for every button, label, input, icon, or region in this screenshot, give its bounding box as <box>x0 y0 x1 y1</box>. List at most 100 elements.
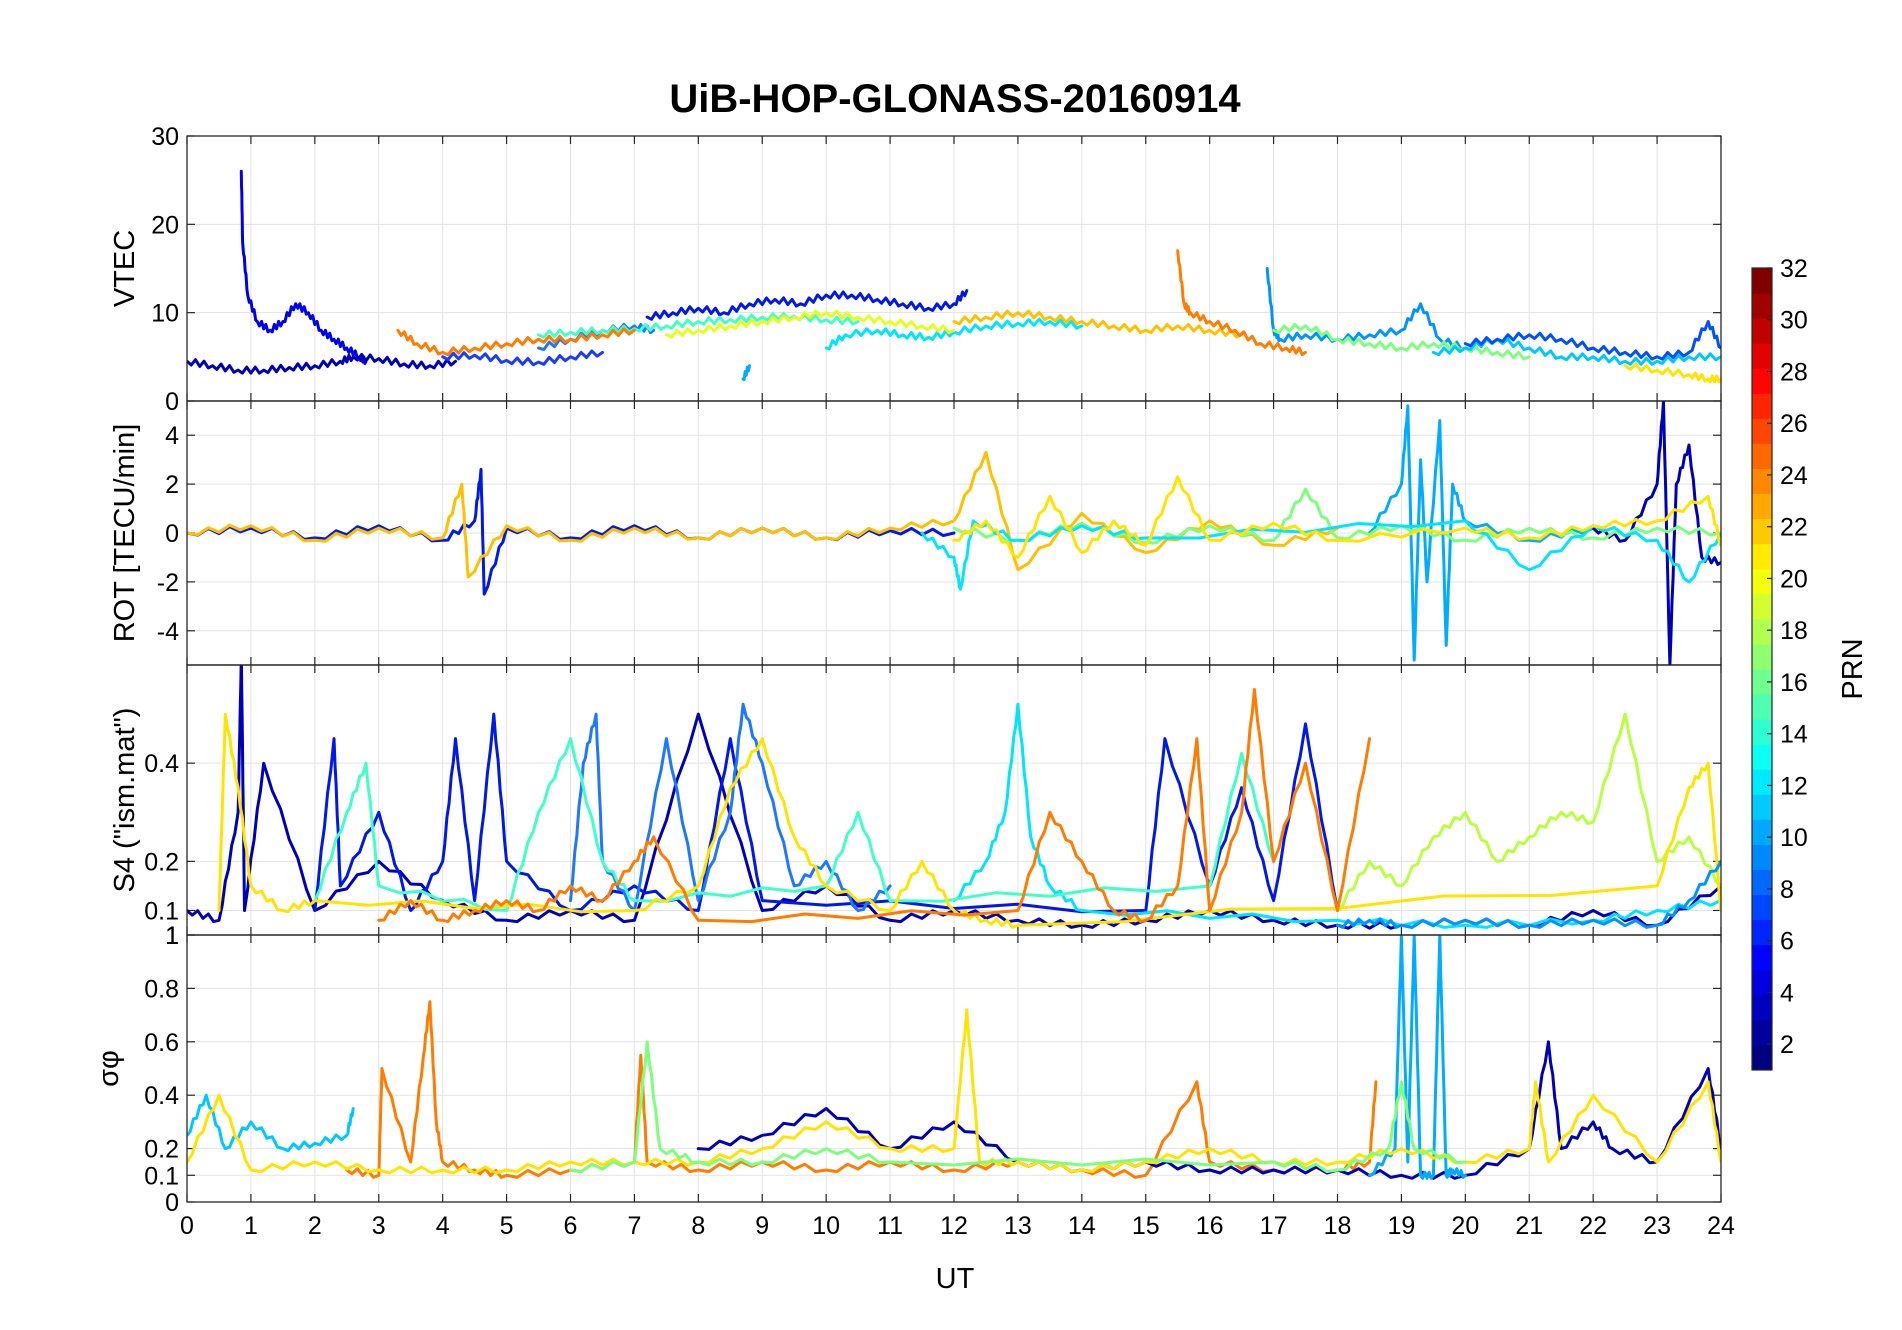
colorbar-tick-label: 12 <box>1780 772 1808 800</box>
series-prn-20 <box>952 475 1721 559</box>
series-prn-13 <box>1431 337 1721 366</box>
colorbar-label: PRN <box>1837 638 1869 699</box>
colorbar-segment <box>1752 368 1772 394</box>
y-axis-label: VTEC <box>109 230 141 307</box>
colorbar-segment <box>1752 769 1772 795</box>
colorbar-tick-label: 30 <box>1780 307 1808 335</box>
colorbar-segment <box>1752 919 1772 946</box>
series-prn-24 <box>396 327 636 357</box>
y-tick-label: 30 <box>151 123 179 151</box>
series-prn-24 <box>345 1000 1378 1179</box>
colorbar-segment <box>1752 393 1772 419</box>
panel-sigma_phi: 00.10.2 0.4 0.6 0.8 1 σφ <box>93 922 1722 1217</box>
y-tick-label: 20 <box>151 211 179 239</box>
traces-vtec <box>187 169 1721 384</box>
y-tick-label: 2 <box>165 471 179 499</box>
x-tick-label: 12 <box>940 1212 968 1240</box>
series-prn-13 <box>187 1093 355 1153</box>
colorbar-segment <box>1752 794 1772 820</box>
colorbar-segment <box>1752 593 1772 620</box>
x-tick-label: 10 <box>812 1212 840 1240</box>
x-tick-label: 8 <box>691 1212 705 1240</box>
y-tick-label: -2 <box>157 569 179 597</box>
series-prn-3 <box>239 169 368 365</box>
colorbar-tick-label: 14 <box>1780 721 1808 749</box>
series-prn-20 <box>1623 362 1721 384</box>
x-tick-label: 14 <box>1068 1212 1096 1240</box>
series-prn-24 <box>1176 249 1307 357</box>
colorbar-tick-label: 4 <box>1780 979 1794 1007</box>
x-tick-label: 3 <box>372 1212 386 1240</box>
x-tick-label: 18 <box>1324 1212 1352 1240</box>
x-tick-label: 4 <box>436 1212 450 1240</box>
series-prn-18 <box>1336 712 1721 912</box>
x-tick-label: 2 <box>308 1212 322 1240</box>
traces-sigma_phi <box>187 935 1721 1180</box>
y-tick-label: 4 <box>165 422 179 450</box>
series-prn-10 <box>1265 267 1467 351</box>
y-axis-label: ROT [TECU/min] <box>109 424 141 643</box>
x-tick-label: 11 <box>877 1212 903 1240</box>
colorbar-segment <box>1752 418 1772 444</box>
series-prn-20 <box>217 712 1721 929</box>
colorbar-segment <box>1752 543 1772 570</box>
series-prn-14 <box>313 737 1276 912</box>
x-axis-label: UT <box>936 1263 975 1295</box>
colorbar-tick-label: 16 <box>1780 669 1808 697</box>
x-tick-label: 6 <box>564 1212 578 1240</box>
x-tick-label: 7 <box>627 1212 641 1240</box>
series-prn-11 <box>1368 404 1595 662</box>
colorbar-segment <box>1752 744 1772 770</box>
colorbar-segment <box>1752 343 1772 369</box>
colorbar-tick-label: 24 <box>1780 462 1808 490</box>
y-tick-label: 0.8 <box>144 975 179 1003</box>
series-prn-16 <box>569 1040 1467 1174</box>
y-tick-label: 0.2 <box>144 1136 179 1164</box>
colorbar-tick-label: 32 <box>1780 255 1808 283</box>
colorbar-segment <box>1752 293 1772 319</box>
colorbar-tick-label: 26 <box>1780 410 1808 438</box>
x-tick-label: 9 <box>755 1212 769 1240</box>
x-tick-label: 24 <box>1707 1212 1735 1240</box>
colorbar-segment <box>1752 493 1772 520</box>
colorbar-segment <box>1752 1044 1772 1071</box>
colorbar-segment <box>1752 694 1772 720</box>
x-tick-label: 15 <box>1132 1212 1160 1240</box>
x-tick-label: 17 <box>1260 1212 1288 1240</box>
y-tick-label: 0.1 <box>144 1162 179 1190</box>
colorbar-segment <box>1752 268 1772 294</box>
y-tick-label: 0 <box>165 520 179 548</box>
colorbar-segment <box>1752 969 1772 996</box>
colorbar-tick-label: 22 <box>1780 514 1808 542</box>
y-axis-label: S4 ("ism.mat") <box>109 708 141 893</box>
y-tick-label: 0.4 <box>144 1082 179 1110</box>
colorbar-tick-label: 10 <box>1780 824 1808 852</box>
x-tick-label: 22 <box>1579 1212 1607 1240</box>
colorbar-tick-label: 20 <box>1780 565 1808 593</box>
y-tick-label: 1 <box>165 922 179 950</box>
y-tick-label: 1 <box>165 922 179 950</box>
y-tick-label: -4 <box>157 618 179 646</box>
series-prn-10 <box>1336 859 1721 929</box>
series-prn-12 <box>824 317 1084 351</box>
colorbar-segment <box>1752 994 1772 1021</box>
colorbar-segment <box>1752 518 1772 545</box>
x-tick-label: 23 <box>1643 1212 1671 1240</box>
x-tick-label: 1 <box>244 1212 258 1240</box>
traces-s4 <box>187 665 1721 930</box>
series-prn-4 <box>645 289 969 321</box>
series-prn-24 <box>377 688 1371 924</box>
x-tick-label: 0 <box>180 1212 194 1240</box>
colorbar-tick-label: 8 <box>1780 876 1794 904</box>
series-prn-5 <box>441 349 604 367</box>
x-tick-label: 5 <box>500 1212 514 1240</box>
series-prn-2 <box>187 352 457 375</box>
y-tick-label: 0.6 <box>144 1029 179 1057</box>
colorbar-tick-label: 6 <box>1780 928 1794 956</box>
y-tick-label: 0.4 <box>144 750 179 778</box>
series-prn-11 <box>1368 935 1467 1180</box>
colorbar-segment <box>1752 618 1772 645</box>
colorbar-segment <box>1752 894 1772 921</box>
